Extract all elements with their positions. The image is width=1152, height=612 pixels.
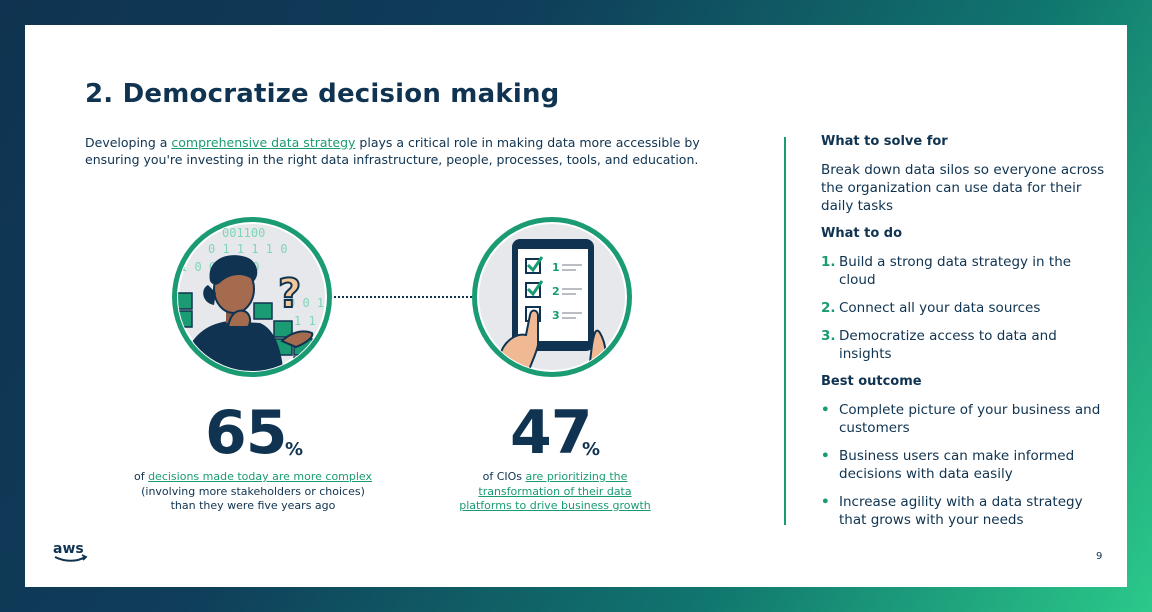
outcome-bullet: •: [821, 494, 830, 510]
binary-row-1: 001100: [222, 226, 265, 240]
stat-65-caption: of decisions made today are more complex…: [133, 470, 373, 514]
solve-text: Break down data silos so everyone across…: [821, 162, 1105, 214]
binary-row-4: 0 0 1 1: [288, 296, 334, 310]
todo-item: 3. Democratize access to data and insight…: [821, 327, 1111, 363]
solve-heading: What to solve for: [821, 134, 948, 149]
binary-row-5: 1 1 0 1: [294, 314, 334, 328]
intro-text-before: Developing a: [85, 135, 172, 150]
outcome-list: • Complete picture of your business and c…: [821, 401, 1111, 529]
todo-text: Connect all your data sources: [839, 300, 1041, 316]
binary-row-2: 0 1 1 1 1 0: [208, 242, 287, 256]
aws-logo: aws: [53, 541, 88, 562]
todo-list: 1. Build a strong data strategy in the cl…: [821, 253, 1111, 363]
vertical-divider: [784, 137, 786, 525]
stat-65-number: 65: [205, 398, 287, 468]
question-mark-glyph: ?: [278, 271, 301, 317]
sidebar-panel: What to solve for Break down data silos …: [821, 133, 1111, 539]
stat-47-number: 47: [510, 398, 592, 468]
todo-marker: 1.: [821, 254, 836, 270]
outcome-text: Business users can make informed decisio…: [839, 448, 1075, 482]
page-title: 2. Democratize decision making: [85, 79, 560, 109]
todo-text: Build a strong data strategy in the clou…: [839, 254, 1072, 288]
outcome-item: • Complete picture of your business and c…: [821, 401, 1111, 437]
connector-dotted-line: [334, 296, 474, 298]
outcome-item: • Increase agility with a data strategy t…: [821, 493, 1111, 529]
page-number: 9: [1096, 551, 1103, 562]
todo-item: 2. Connect all your data sources: [821, 299, 1111, 317]
stat-65-prefix: of: [133, 470, 149, 483]
checklist-number-3: 3: [552, 309, 560, 322]
outcome-text: Complete picture of your business and cu…: [839, 402, 1101, 436]
stat-65-suffix: (involving more stakeholders or choices)…: [141, 484, 365, 513]
todo-text: Democratize access to data and insights: [839, 328, 1057, 362]
stat-47-percent: %: [582, 439, 601, 460]
todo-item: 1. Build a strong data strategy in the cl…: [821, 253, 1111, 289]
aws-logo-text: aws: [53, 541, 84, 557]
intro-link-data-strategy[interactable]: comprehensive data strategy: [171, 135, 356, 150]
thinking-person-illustration: 001100 0 1 1 1 1 0 1 0 0 1 1 0 0 0 1 1 1…: [172, 217, 334, 377]
stat-47-link[interactable]: are prioritizing the transformation of t…: [459, 470, 651, 512]
todo-marker: 2.: [821, 300, 836, 316]
todo-heading: What to do: [821, 226, 903, 241]
stat-47-caption: of CIOs are prioritizing the transformat…: [453, 470, 657, 514]
checklist-number-1: 1: [552, 261, 560, 274]
outcome-heading: Best outcome: [821, 374, 922, 389]
checklist-number-2: 2: [552, 285, 560, 298]
todo-marker: 3.: [821, 328, 836, 344]
intro-paragraph: Developing a comprehensive data strategy…: [85, 134, 725, 168]
stat-65-percent: %: [285, 439, 304, 460]
stat-47-prefix: of CIOs: [482, 470, 526, 483]
slide-page: 2. Democratize decision making Developin…: [25, 25, 1127, 587]
intro-text-after: plays a critical role in making data mor…: [85, 135, 700, 167]
outcome-bullet: •: [821, 448, 830, 464]
checklist-tablet-illustration: 1 2 3: [472, 217, 632, 377]
outcome-bullet: •: [821, 402, 830, 418]
stat-65-link[interactable]: decisions made today are more complex: [148, 470, 373, 483]
outcome-text: Increase agility with a data strategy th…: [839, 494, 1083, 528]
outcome-item: • Business users can make informed decisi…: [821, 447, 1111, 483]
